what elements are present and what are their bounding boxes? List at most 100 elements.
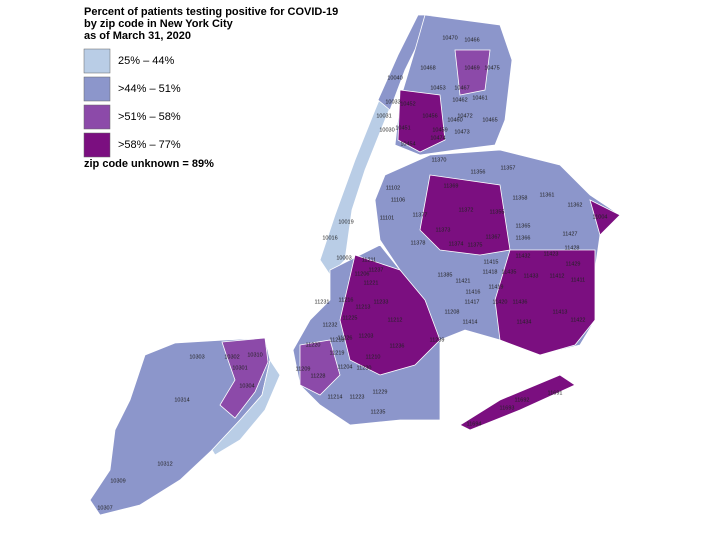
zip-label: 11432: [516, 253, 531, 259]
zip-label: 11228: [311, 373, 326, 379]
zip-label: 11417: [465, 299, 480, 305]
zip-label: 11419: [489, 284, 504, 290]
zip-label: 11209: [296, 366, 311, 372]
zip-label: 10475: [484, 65, 499, 71]
zip-label: 10040: [387, 75, 402, 81]
zip-label: 11231: [315, 299, 330, 305]
zip-label: 10467: [454, 85, 469, 91]
legend-swatch: [83, 48, 111, 74]
staten-island-east: [211, 359, 281, 456]
bronx-south: [397, 89, 446, 153]
zip-label: 10468: [420, 65, 435, 71]
zip-label: 11373: [436, 227, 451, 233]
zip-label: 11004: [593, 214, 608, 220]
zip-label: 11693: [500, 405, 515, 411]
zip-label: 10454: [400, 141, 415, 147]
zip-label: 11428: [565, 245, 580, 251]
title-line: as of March 31, 2020: [84, 30, 191, 42]
zip-label: 11420: [493, 299, 508, 305]
zip-label: 10307: [97, 505, 112, 511]
rockaway: [459, 374, 576, 431]
zip-label: 10031: [376, 113, 391, 119]
zip-label: 11369: [444, 183, 459, 189]
staten-island-north: [219, 337, 269, 419]
zip-label: 11357: [501, 165, 516, 171]
zip-label: 11101: [380, 215, 394, 221]
zip-label: 10465: [482, 117, 497, 123]
zip-label: 11365: [516, 223, 531, 229]
zip-label: 10451: [395, 125, 410, 131]
zip-label: 11436: [513, 299, 528, 305]
zip-label: 10456: [422, 113, 437, 119]
zip-label: 10310: [247, 352, 262, 358]
zip-label: 11210: [366, 354, 381, 360]
zip-label: 11694: [467, 421, 482, 427]
zip-label: 11239: [430, 337, 445, 343]
zip-label: 11102: [386, 185, 400, 191]
zip-label: 10314: [174, 397, 189, 403]
zip-label: 10303: [189, 354, 204, 360]
zip-label: 11213: [356, 304, 371, 310]
zip-label: 11225: [343, 315, 358, 321]
legend-swatch: [83, 104, 111, 130]
zip-label: 11421: [456, 278, 471, 284]
brooklyn-south: [299, 339, 341, 396]
zip-label: 11413: [553, 309, 568, 315]
zip-label: 11374: [449, 241, 464, 247]
queens-central: [419, 174, 511, 256]
legend-swatch: [83, 76, 111, 102]
zip-label: 11691: [548, 390, 563, 396]
title-line: by zip code in New York City: [84, 18, 234, 30]
zip-label: 11433: [524, 273, 539, 279]
legend-swatch: [83, 132, 111, 158]
zip-label: 10453: [430, 85, 445, 91]
zip-labels: 10470 10466 10468 10469 10475 10453 1046710461…: [97, 35, 607, 511]
legend-label: >44% – 51%: [118, 83, 181, 95]
zip-label: 11237: [369, 267, 384, 273]
zip-label: 11214: [328, 394, 343, 400]
zip-label: 10019: [338, 219, 353, 225]
zip-label: 11233: [374, 299, 389, 305]
zip-label: 11692: [515, 397, 530, 403]
queens-east: [589, 199, 621, 236]
zip-label: 11204: [338, 364, 353, 370]
zip-label: 11229: [373, 389, 388, 395]
zip-label: 10003: [336, 255, 351, 261]
note: zip code unknown = 89%: [84, 158, 214, 170]
zip-label: 10474: [430, 135, 445, 141]
zip-label: 11434: [517, 319, 532, 325]
zip-label: 11221: [364, 280, 379, 286]
zip-label: 11219: [330, 350, 345, 356]
zip-label: 10030: [379, 127, 394, 133]
legend: 25% – 44% >44% – 51% >51% – 58% >58% – 77% z…: [83, 48, 214, 170]
zip-label: 11375: [468, 242, 483, 248]
zip-label: 11235: [371, 409, 386, 415]
zip-label: 11203: [359, 333, 374, 339]
zip-label: 11367: [486, 234, 501, 240]
legend-label: 25% – 44%: [118, 55, 174, 67]
zip-label: 11106: [391, 197, 405, 203]
zip-label: 10304: [239, 383, 254, 389]
zip-label: 11418: [483, 269, 498, 275]
zip-label: 11216: [339, 297, 354, 303]
zip-label: 11427: [563, 231, 578, 237]
zip-label: 11414: [463, 319, 478, 325]
zip-label: 11218: [330, 337, 345, 343]
zip-label: 11212: [388, 317, 403, 323]
zip-label: 11385: [438, 272, 453, 278]
zip-label: 11415: [484, 259, 499, 265]
zip-label: 10312: [157, 461, 172, 467]
zip-label: 11230: [357, 365, 372, 371]
legend-label: >51% – 58%: [118, 111, 181, 123]
zip-label: 10301: [232, 365, 247, 371]
zip-label: 11355: [490, 209, 505, 215]
zip-label: 11366: [516, 235, 531, 241]
zip-label: 11361: [540, 192, 555, 198]
zip-label: 11226: [338, 335, 353, 341]
zip-label: 10462: [452, 97, 467, 103]
zip-label: 11422: [571, 317, 586, 323]
zip-label: 11206: [355, 271, 370, 277]
zip-label: 11416: [466, 289, 481, 295]
title-line: Percent of patients testing positive for…: [84, 6, 338, 18]
